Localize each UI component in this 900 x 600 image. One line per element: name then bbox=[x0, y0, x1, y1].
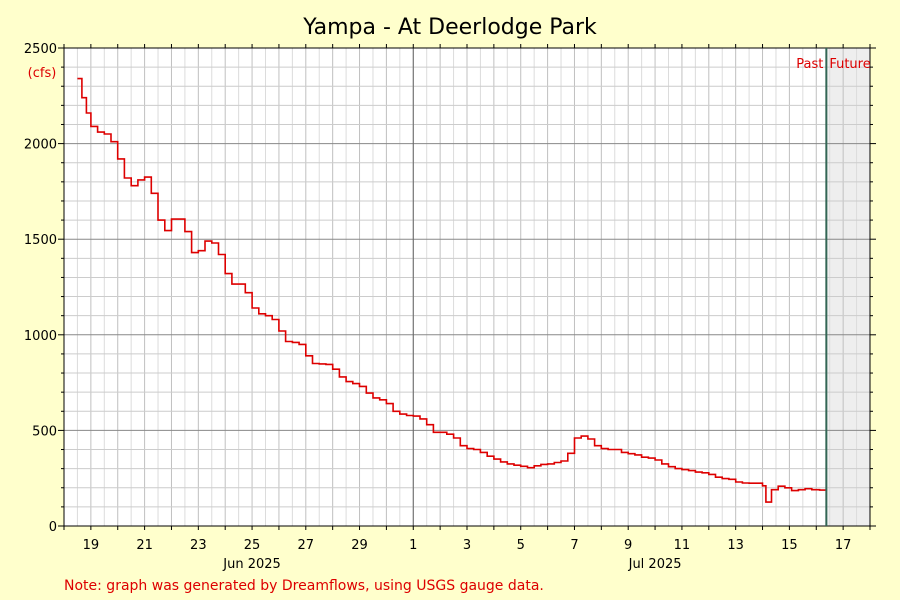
month-labels: Jun 2025 Jul 2025 bbox=[222, 557, 681, 572]
y-axis-unit-label: (cfs) bbox=[28, 66, 57, 81]
x-tick-label: 15 bbox=[781, 538, 798, 553]
y-axis-tick-labels: 0 500 1000 1500 2000 2500 bbox=[24, 42, 57, 535]
x-tick-label: 25 bbox=[244, 538, 261, 553]
x-tick-label: 27 bbox=[298, 538, 315, 553]
month-label: Jun 2025 bbox=[222, 557, 281, 572]
x-tick-label: 13 bbox=[727, 538, 744, 553]
axis-ticks bbox=[58, 44, 876, 530]
y-tick-label: 1500 bbox=[24, 233, 57, 248]
x-tick-label: 7 bbox=[570, 538, 578, 553]
x-tick-label: 11 bbox=[674, 538, 691, 553]
y-tick-label: 1000 bbox=[24, 329, 57, 344]
x-tick-label: 17 bbox=[835, 538, 852, 553]
series-line bbox=[77, 77, 828, 503]
y-tick-label: 0 bbox=[49, 520, 57, 535]
x-tick-label: 21 bbox=[136, 538, 153, 553]
x-tick-label: 29 bbox=[351, 538, 368, 553]
y-tick-label: 2500 bbox=[24, 42, 57, 57]
future-region bbox=[826, 48, 870, 526]
x-tick-label: 3 bbox=[463, 538, 471, 553]
y-tick-label: 2000 bbox=[24, 138, 57, 153]
series-layer bbox=[77, 77, 828, 503]
x-tick-label: 9 bbox=[624, 538, 632, 553]
month-label: Jul 2025 bbox=[628, 557, 682, 572]
grid-lines bbox=[63, 47, 871, 527]
past-label: Past bbox=[796, 57, 823, 72]
x-tick-label: 1 bbox=[409, 538, 417, 553]
x-tick-label: 5 bbox=[517, 538, 525, 553]
future-label: Future bbox=[829, 57, 870, 72]
footer-note: Note: graph was generated by Dreamflows,… bbox=[64, 578, 544, 594]
y-tick-label: 500 bbox=[32, 424, 57, 439]
x-tick-label: 19 bbox=[83, 538, 100, 553]
x-axis-tick-labels: 19 21 23 25 27 29 1 3 5 7 9 11 13 15 17 bbox=[83, 538, 852, 553]
x-tick-label: 23 bbox=[190, 538, 207, 553]
chart-title: Yampa - At Deerlodge Park bbox=[302, 15, 597, 40]
